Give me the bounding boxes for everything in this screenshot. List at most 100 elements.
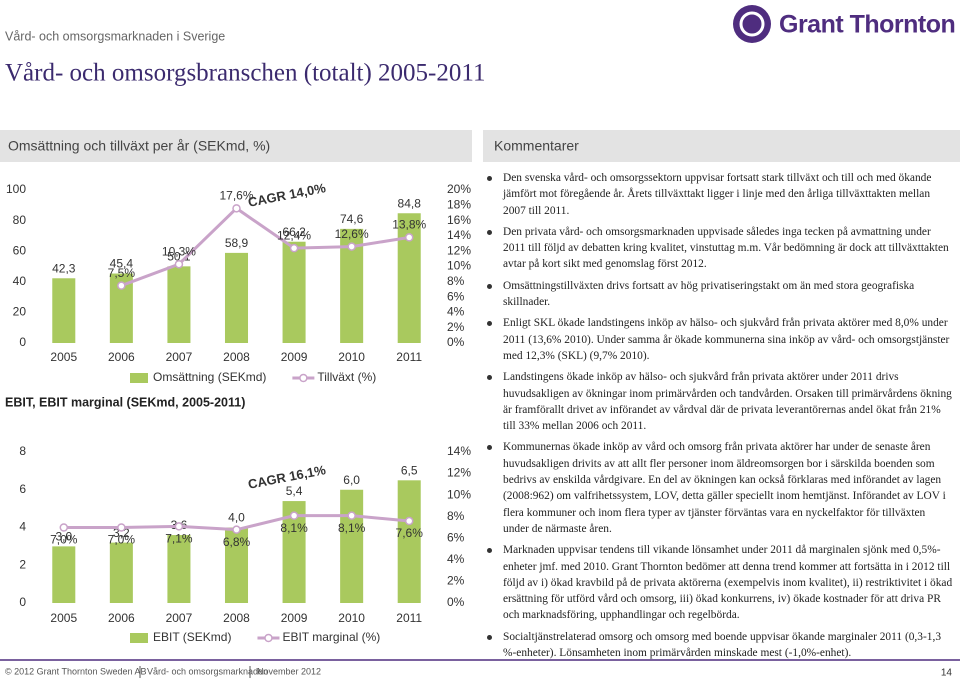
bar-value-label: 3,2 xyxy=(113,526,130,540)
bar xyxy=(397,213,421,343)
legend-swatch xyxy=(264,633,273,643)
y2-tick-label: 6% xyxy=(447,289,465,303)
line-value-label: 8,1% xyxy=(280,521,308,535)
line-marker xyxy=(347,511,356,520)
bar xyxy=(282,241,306,343)
bar xyxy=(282,501,306,603)
legend-label: EBIT (SEKmd) xyxy=(153,630,231,644)
legend-swatch xyxy=(130,373,148,383)
x-tick-label: 2010 xyxy=(338,611,365,625)
y2-tick-label: 8% xyxy=(447,509,465,523)
line-value-label: 17,6% xyxy=(219,189,253,203)
y-tick-label: 8 xyxy=(19,444,26,458)
y2-tick-label: 6% xyxy=(447,530,465,544)
x-tick-label: 2011 xyxy=(396,350,422,364)
line-value-label: 7,1% xyxy=(165,532,193,546)
y2-tick-label: 10% xyxy=(447,487,471,501)
line-marker xyxy=(289,511,299,520)
x-tick-label: 2011 xyxy=(396,611,422,625)
bar xyxy=(340,228,364,343)
bar-value-label: 84,8 xyxy=(398,196,422,210)
y2-tick-label: 2% xyxy=(447,320,465,334)
bar-value-label: 5,4 xyxy=(286,484,303,498)
panel-header xyxy=(0,130,472,162)
y-tick-label: 6 xyxy=(19,482,26,496)
y2-tick-label: 10% xyxy=(447,259,471,273)
bar xyxy=(167,535,191,603)
line-marker xyxy=(59,523,69,532)
bar-value-label: 74,6 xyxy=(340,212,364,226)
footer-copyright: © 2012 Grant Thornton Sweden AB xyxy=(5,666,147,676)
y2-tick-label: 12% xyxy=(447,243,471,257)
x-tick-label: 2005 xyxy=(50,350,77,364)
line-marker xyxy=(404,516,414,526)
chart-title: Omsättning och tillväxt per år (SEKmd, %… xyxy=(8,138,270,154)
section-title: Vård- och omsorgsmarknaden i Sverige xyxy=(5,29,225,43)
y-tick-label: 100 xyxy=(6,182,26,196)
line-value-label: 13,8% xyxy=(392,218,426,232)
line-value-label: 7,0% xyxy=(50,533,78,547)
line-value-label: 7,5% xyxy=(108,266,136,280)
y-tick-label: 0 xyxy=(19,595,26,609)
x-tick-label: 2006 xyxy=(108,350,135,364)
bullet: Den svenska vård- och omsorgssektorn upp… xyxy=(487,170,953,219)
bullet: Enligt SKL ökade landstingens inköp av h… xyxy=(487,315,953,364)
chart-title: EBIT, EBIT marginal (SEKmd, 2005-2011) xyxy=(5,395,245,409)
y2-tick-label: 12% xyxy=(447,466,471,480)
bar xyxy=(224,252,249,343)
x-tick-label: 2008 xyxy=(223,611,250,625)
line-value-label: 6,8% xyxy=(223,535,251,549)
legend-swatch xyxy=(130,633,148,643)
line-value-label: 8,1% xyxy=(338,521,366,535)
y2-tick-label: 0% xyxy=(447,595,465,609)
line-marker xyxy=(117,281,126,290)
legend-label: Tillväxt (%) xyxy=(317,370,376,384)
bar-value-label: 66,2 xyxy=(282,225,306,239)
legend-swatch xyxy=(299,373,308,383)
y-tick-label: 0 xyxy=(19,335,26,349)
bar-value-label: 3,0 xyxy=(55,530,72,544)
line-marker xyxy=(117,523,126,532)
y-tick-label: 80 xyxy=(13,213,27,227)
bar xyxy=(109,542,133,603)
bullet-list: Den svenska vård- och omsorgssektorn upp… xyxy=(483,170,953,661)
comments-title: Kommentarer xyxy=(494,138,579,154)
footer-date: November 2012 xyxy=(257,666,321,676)
x-tick-label: 2010 xyxy=(338,350,365,364)
bullet: Den privata vård- och omsorgsmarknaden u… xyxy=(487,224,953,273)
line xyxy=(120,206,410,288)
x-tick-label: 2006 xyxy=(108,611,135,625)
y-tick-label: 4 xyxy=(19,520,26,534)
bar xyxy=(109,273,133,343)
y2-tick-label: 18% xyxy=(447,197,471,211)
bar-value-label: 6,5 xyxy=(401,463,418,477)
x-tick-label: 2008 xyxy=(223,350,250,364)
line-marker xyxy=(404,233,414,242)
line-value-label: 10,3% xyxy=(162,244,196,258)
y2-tick-label: 4% xyxy=(447,552,465,566)
bar xyxy=(224,527,249,603)
x-tick-label: 2009 xyxy=(281,611,308,625)
bullet: Socialtjänstrelaterad omsorg och omsorg … xyxy=(487,629,953,662)
bullet: Omsättningstillväxten drivs fortsatt av … xyxy=(487,278,953,311)
y2-tick-label: 2% xyxy=(447,574,465,588)
bar xyxy=(397,480,421,603)
y2-tick-label: 16% xyxy=(447,213,471,227)
bar xyxy=(52,278,76,343)
y2-tick-label: 14% xyxy=(447,444,471,458)
logo-text: Grant Thornton xyxy=(779,11,955,39)
bar-value-label: 58,9 xyxy=(225,236,249,250)
line-marker xyxy=(232,525,241,534)
y-tick-label: 20 xyxy=(13,305,27,319)
footer-document: Vård- och omsorgsmarknaden xyxy=(147,666,268,676)
bar-value-label: 42,3 xyxy=(52,261,76,275)
line-value-label: 12,6% xyxy=(335,227,369,241)
line-marker xyxy=(232,204,241,213)
bar-value-label: 4,0 xyxy=(228,511,245,525)
bar xyxy=(340,489,364,603)
bar xyxy=(52,546,76,603)
line-marker xyxy=(347,242,356,251)
bullet: Kommunernas ökade inköp av vård och omso… xyxy=(487,439,953,537)
